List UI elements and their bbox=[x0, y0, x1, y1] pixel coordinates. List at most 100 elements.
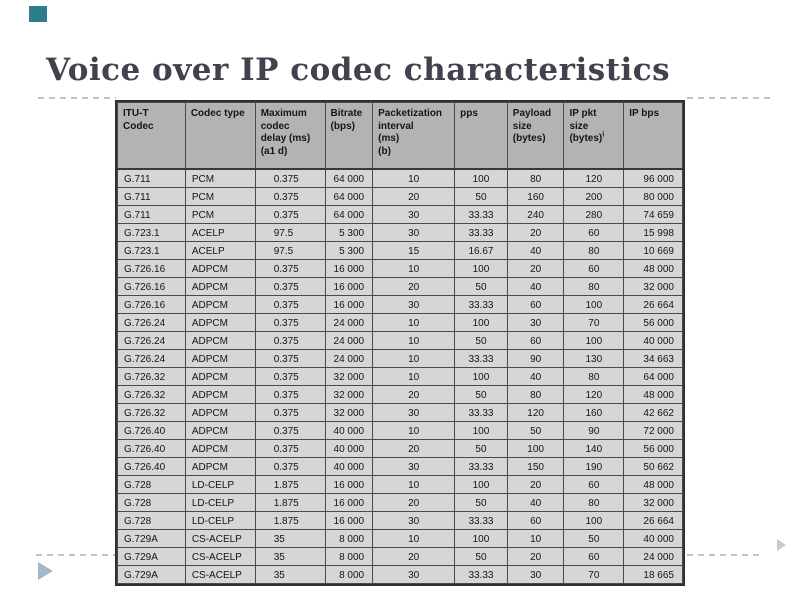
table-cell: 35 bbox=[254, 528, 326, 548]
table-cell: G.726.32 bbox=[117, 366, 186, 386]
table-cell: 10 bbox=[372, 258, 456, 278]
table-cell: ADPCM bbox=[184, 420, 256, 440]
table-cell: 50 bbox=[454, 186, 508, 206]
table-cell: 0.375 bbox=[254, 186, 326, 206]
table-cell: 33.33 bbox=[454, 510, 508, 530]
table-cell: 10 bbox=[372, 312, 456, 332]
table-cell: 20 bbox=[506, 258, 565, 278]
table-cell: 100 bbox=[454, 366, 508, 386]
table-cell: 48 000 bbox=[623, 474, 683, 494]
table-row: G.726.24 ADPCM 0.375 24 000 10 50 60 100 40 000 bbox=[117, 330, 683, 350]
table-cell: 35 bbox=[254, 564, 326, 584]
dashed-divider-bottom-left bbox=[36, 554, 116, 556]
table-row: G.726.32 ADPCM 0.375 32 000 10 100 40 80 64 000 bbox=[117, 366, 683, 386]
table-cell: 50 bbox=[454, 330, 508, 350]
table-row: G.726.32 ADPCM 0.375 32 000 20 50 80 120 48 000 bbox=[117, 384, 683, 404]
table-cell: 40 bbox=[506, 276, 565, 296]
table-cell: 190 bbox=[563, 456, 625, 476]
table-cell: 200 bbox=[563, 186, 625, 206]
table-cell: 24 000 bbox=[324, 348, 374, 368]
table-cell: CS-ACELP bbox=[184, 546, 256, 566]
table-cell: 50 bbox=[454, 384, 508, 404]
table-cell: 16 000 bbox=[324, 510, 374, 530]
table-cell: 30 bbox=[372, 456, 456, 476]
table-cell: G.711 bbox=[117, 186, 186, 206]
right-arrow-icon bbox=[777, 539, 786, 551]
table-cell: 50 bbox=[454, 438, 508, 458]
table-row: G.711 PCM 0.375 64 000 30 33.33 240 280 74 659 bbox=[117, 204, 683, 224]
table-cell: 1.875 bbox=[254, 492, 326, 512]
table-cell: 15 998 bbox=[623, 222, 683, 242]
codec-table-frame: ITU-T Codec Codec type Maximum codec delay… bbox=[115, 100, 685, 586]
dashed-divider-top-right bbox=[687, 97, 772, 99]
table-cell: 32 000 bbox=[623, 276, 683, 296]
table-cell: 8 000 bbox=[324, 546, 374, 566]
table-cell: 0.375 bbox=[254, 276, 326, 296]
table-cell: 35 bbox=[254, 546, 326, 566]
table-cell: 40 000 bbox=[324, 456, 374, 476]
column-header-label: ITU-T Codec bbox=[123, 108, 154, 132]
column-header: Codec type bbox=[184, 102, 256, 170]
table-cell: G.726.32 bbox=[117, 402, 186, 422]
table-cell: 0.375 bbox=[254, 168, 326, 188]
table-row: G.711 PCM 0.375 64 000 20 50 160 200 80 000 bbox=[117, 186, 683, 206]
table-cell: 0.375 bbox=[254, 330, 326, 350]
table-cell: G.728 bbox=[117, 474, 186, 494]
table-cell: 100 bbox=[454, 312, 508, 332]
table-cell: 100 bbox=[454, 528, 508, 548]
table-cell: ADPCM bbox=[184, 312, 256, 332]
table-cell: 33.33 bbox=[454, 564, 508, 584]
table-cell: 0.375 bbox=[254, 420, 326, 440]
table-cell: 90 bbox=[563, 420, 625, 440]
table-cell: 64 000 bbox=[324, 168, 374, 188]
table-cell: 16 000 bbox=[324, 258, 374, 278]
table-cell: 16.67 bbox=[454, 240, 508, 260]
table-cell: 32 000 bbox=[324, 384, 374, 404]
table-cell: ADPCM bbox=[184, 438, 256, 458]
table-cell: ADPCM bbox=[184, 366, 256, 386]
table-cell: 10 bbox=[372, 474, 456, 494]
table-cell: 26 664 bbox=[623, 294, 683, 314]
table-row: G.729A CS-ACELP 35 8 000 10 100 10 50 40 000 bbox=[117, 528, 683, 548]
column-header: pps bbox=[454, 102, 508, 170]
table-cell: G.726.16 bbox=[117, 258, 186, 278]
table-cell: 0.375 bbox=[254, 402, 326, 422]
table-cell: G.726.24 bbox=[117, 348, 186, 368]
table-cell: 100 bbox=[454, 420, 508, 440]
table-row: G.726.24 ADPCM 0.375 24 000 10 100 30 70 56 000 bbox=[117, 312, 683, 332]
table-cell: 100 bbox=[454, 258, 508, 278]
table-cell: 60 bbox=[563, 546, 625, 566]
table-cell: 100 bbox=[563, 510, 625, 530]
table-cell: 0.375 bbox=[254, 366, 326, 386]
table-cell: 20 bbox=[506, 474, 565, 494]
table-cell: G.726.40 bbox=[117, 438, 186, 458]
column-header-label: Maximum codec delay (ms) (a1 d) bbox=[260, 108, 311, 157]
play-triangle-icon bbox=[38, 562, 53, 580]
column-header: IP pkt size (bytes)i bbox=[563, 102, 625, 170]
column-header: Maximum codec delay (ms) (a1 d) bbox=[254, 102, 326, 170]
column-header: Packetization interval (ms) (b) bbox=[372, 102, 456, 170]
table-cell: 80 bbox=[563, 492, 625, 512]
table-cell: 30 bbox=[372, 294, 456, 314]
table-cell: 74 659 bbox=[623, 204, 683, 224]
table-cell: ADPCM bbox=[184, 384, 256, 404]
table-cell: G.728 bbox=[117, 492, 186, 512]
table-cell: 33.33 bbox=[454, 402, 508, 422]
table-cell: 160 bbox=[506, 186, 565, 206]
table-cell: 80 bbox=[506, 168, 565, 188]
table-row: G.723.1 ACELP 97.5 5 300 15 16.67 40 80 10 669 bbox=[117, 240, 683, 260]
table-row: G.729A CS-ACELP 35 8 000 20 50 20 60 24 000 bbox=[117, 546, 683, 566]
table-cell: 56 000 bbox=[623, 438, 683, 458]
table-cell: 280 bbox=[563, 204, 625, 224]
table-cell: 60 bbox=[563, 474, 625, 494]
table-cell: 97.5 bbox=[254, 240, 326, 260]
table-row: G.726.16 ADPCM 0.375 16 000 10 100 20 60 48 000 bbox=[117, 258, 683, 278]
column-header-label: Payload size (bytes) bbox=[512, 108, 552, 144]
table-cell: 160 bbox=[563, 402, 625, 422]
table-cell: 10 bbox=[372, 168, 456, 188]
table-cell: G.726.40 bbox=[117, 456, 186, 476]
table-cell: 40 000 bbox=[623, 528, 683, 548]
table-cell: 24 000 bbox=[324, 330, 374, 350]
table-cell: 64 000 bbox=[623, 366, 683, 386]
